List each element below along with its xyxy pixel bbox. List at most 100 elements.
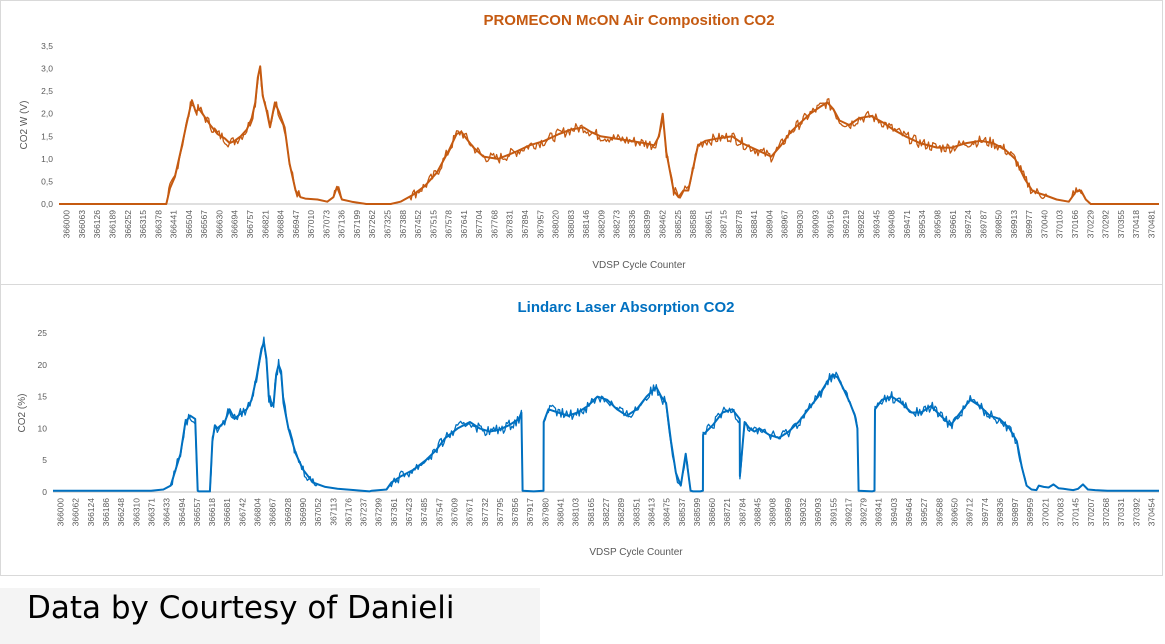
y-tick-label: 2,5 <box>41 86 53 96</box>
x-tick-label: 368784 <box>737 498 747 527</box>
x-tick-label: 367578 <box>444 210 454 239</box>
x-tick-label: 367299 <box>374 498 384 527</box>
x-tick-label: 368273 <box>612 210 622 239</box>
x-tick-label: 366990 <box>298 498 308 527</box>
x-tick-label: 366378 <box>153 210 163 239</box>
x-tick-label: 369093 <box>810 210 820 239</box>
x-tick-label: 367609 <box>449 498 459 527</box>
x-tick-label: 367795 <box>495 498 505 527</box>
x-tick-label: 370355 <box>1116 210 1126 239</box>
x-axis-label: VDSP Cycle Counter <box>592 260 686 271</box>
x-tick-label: 367388 <box>398 210 408 239</box>
x-tick-label: 369464 <box>904 498 914 527</box>
x-tick-label: 367980 <box>540 498 550 527</box>
x-tick-label: 366757 <box>245 210 255 239</box>
x-tick-label: 366063 <box>77 210 87 239</box>
x-tick-label: 370229 <box>1085 210 1095 239</box>
x-tick-label: 367325 <box>382 210 392 239</box>
x-tick-label: 366441 <box>169 210 179 239</box>
x-tick-label: 366557 <box>192 498 202 527</box>
x-tick-label: 369341 <box>874 498 884 527</box>
x-tick-label: 366694 <box>230 210 240 239</box>
x-tick-label: 369534 <box>917 210 927 239</box>
x-tick-label: 369093 <box>813 498 823 527</box>
x-tick-label: 368289 <box>616 498 626 527</box>
x-tick-label: 369032 <box>798 498 808 527</box>
x-tick-label: 366947 <box>291 210 301 239</box>
y-axis-label: CO2 W (V) <box>19 101 30 150</box>
x-tick-label: 369219 <box>841 210 851 239</box>
x-tick-label: 367957 <box>535 210 545 239</box>
x-tick-label: 368715 <box>719 210 729 239</box>
x-tick-label: 367052 <box>313 498 323 527</box>
x-tick-label: 368660 <box>707 498 717 527</box>
x-tick-label: 370481 <box>1146 210 1156 239</box>
x-tick-label: 370454 <box>1146 498 1156 527</box>
x-tick-label: 370292 <box>1101 210 1111 239</box>
x-tick-label: 369403 <box>889 498 899 527</box>
y-tick-label: 1,0 <box>41 154 53 164</box>
x-tick-label: 368969 <box>783 498 793 527</box>
x-tick-label: 368351 <box>631 498 641 527</box>
x-tick-label: 368083 <box>566 210 576 239</box>
x-tick-label: 368841 <box>749 210 759 239</box>
x-tick-label: 367262 <box>367 210 377 239</box>
x-tick-label: 369774 <box>980 498 990 527</box>
x-tick-label: 367113 <box>328 498 338 526</box>
x-tick-label: 368904 <box>764 210 774 239</box>
x-tick-label: 366630 <box>214 210 224 239</box>
series-noise-line <box>59 66 1158 205</box>
chart-title: Lindarc Laser Absorption CO2 <box>518 299 735 316</box>
y-axis-label: CO2 (%) <box>17 394 28 433</box>
x-tick-label: 367176 <box>343 498 353 527</box>
x-tick-label: 368413 <box>646 498 656 527</box>
chart-panel-promecon: PROMECON McON Air Composition CO2 0,0 0,5 1… <box>0 0 1163 285</box>
x-tick-label: 366742 <box>237 498 247 527</box>
x-tick-label: 369598 <box>932 210 942 239</box>
x-tick-label: 367831 <box>505 210 515 239</box>
x-tick-label: 367010 <box>306 210 316 239</box>
x-tick-label: 368103 <box>571 498 581 527</box>
x-tick-label: 366186 <box>101 498 111 527</box>
x-tick-label: 368399 <box>642 210 652 239</box>
y-tick-label: 25 <box>38 328 48 338</box>
x-tick-label: 367136 <box>337 210 347 239</box>
x-tick-label: 369650 <box>949 498 959 527</box>
x-tick-label: 367073 <box>321 210 331 239</box>
x-tick-label: 368146 <box>581 210 591 239</box>
x-tick-label: 370103 <box>1055 210 1065 239</box>
y-tick-label: 5 <box>42 455 47 465</box>
x-tick-label: 369977 <box>1024 210 1034 239</box>
x-tick-label: 370040 <box>1039 210 1049 239</box>
x-tick-label: 369959 <box>1025 498 1035 527</box>
x-tick-label: 369345 <box>871 210 881 239</box>
footer-credit: Data by Courtesy of Danieli <box>27 590 455 626</box>
x-tick-label: 366252 <box>123 210 133 239</box>
x-tick-label: 368721 <box>722 498 732 527</box>
y-tick-label: 20 <box>38 360 48 370</box>
x-tick-label: 369913 <box>1009 210 1019 239</box>
footer-box <box>0 588 540 644</box>
x-tick-label: 367423 <box>404 498 414 527</box>
x-tick-label: 369787 <box>978 210 988 239</box>
x-tick-label: 368227 <box>601 498 611 527</box>
x-tick-label: 369282 <box>856 210 866 239</box>
x-tick-label: 367917 <box>525 498 535 527</box>
x-tick-label: 367199 <box>352 210 362 239</box>
x-tick-label: 367768 <box>489 210 499 239</box>
x-tick-label: 366000 <box>56 498 66 527</box>
x-tick-label: 366681 <box>222 498 232 527</box>
x-tick-label: 369030 <box>795 210 805 239</box>
x-tick-label: 367237 <box>359 498 369 527</box>
x-tick-label: 368651 <box>703 210 713 239</box>
y-tick-label: 1,5 <box>41 131 53 141</box>
x-tick-label: 366433 <box>162 498 172 527</box>
x-tick-label: 368525 <box>673 210 683 239</box>
chart-title: PROMECON McON Air Composition CO2 <box>483 12 774 29</box>
y-tick-label: 0 <box>42 487 47 497</box>
x-tick-label: 369836 <box>995 498 1005 527</box>
x-tick-label: 366618 <box>207 498 217 527</box>
x-tick-label: 368845 <box>753 498 763 527</box>
x-tick-label: 368778 <box>734 210 744 239</box>
x-tick-label: 368537 <box>677 498 687 527</box>
